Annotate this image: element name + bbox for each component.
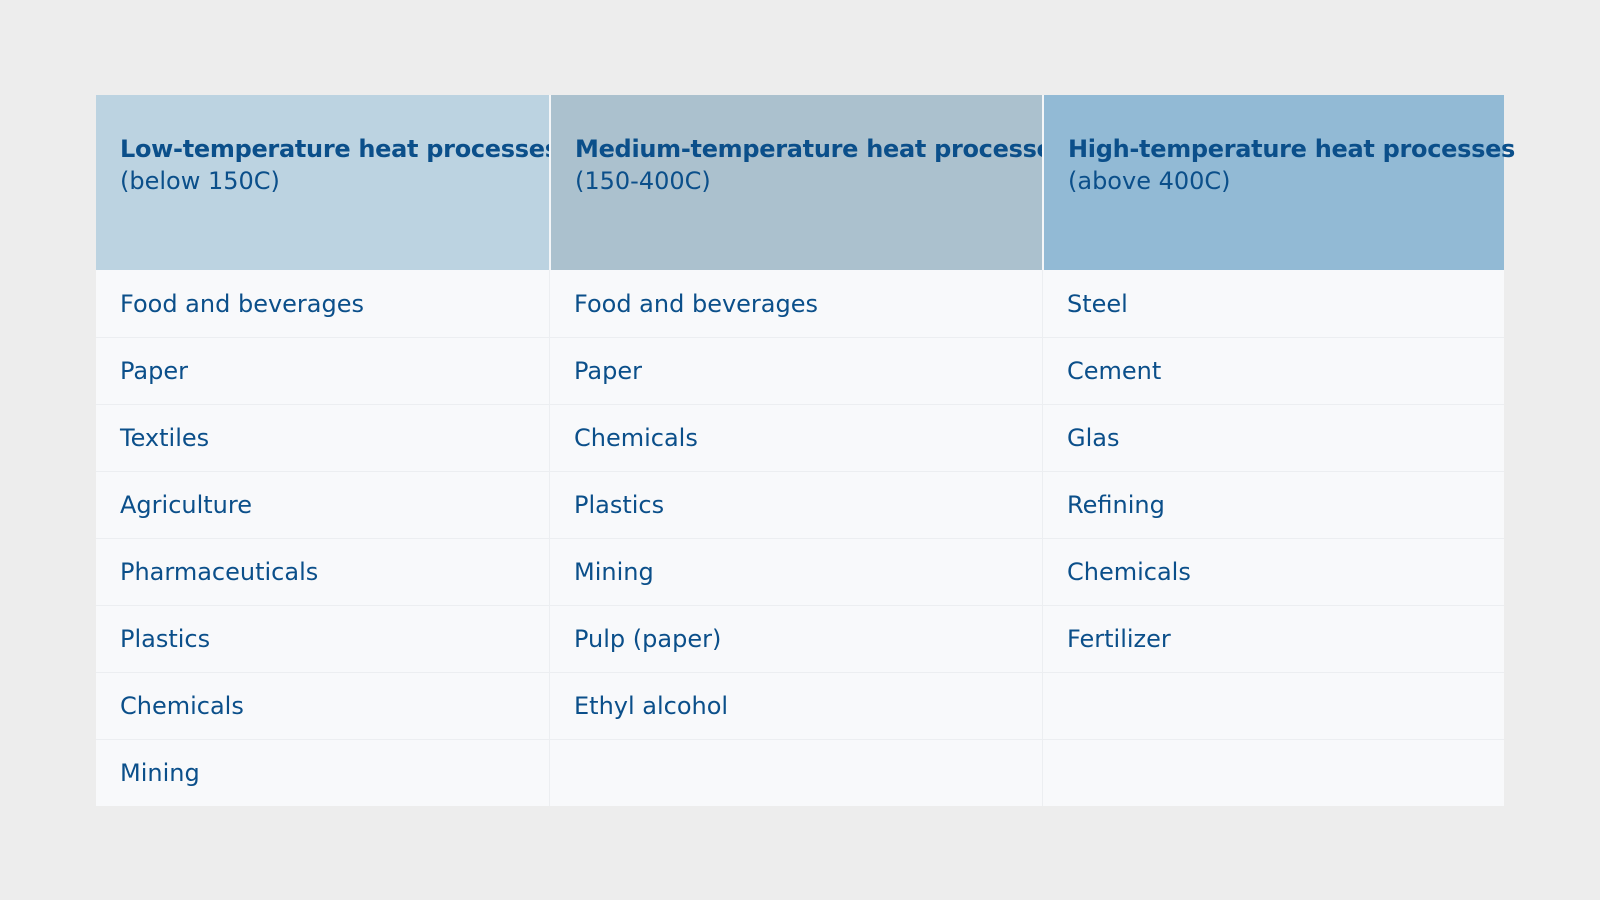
- header-title: High-temperature heat processes: [1068, 135, 1516, 163]
- header-subtitle: (above 400C): [1068, 167, 1231, 195]
- header-subtitle: (150-400C): [575, 167, 711, 195]
- header-subtitle: (below 150C): [120, 167, 280, 195]
- table-cell: Refining: [1042, 472, 1504, 538]
- table-cell: Textiles: [120, 424, 210, 452]
- table-cell: Plastics: [120, 625, 211, 653]
- header-medium-temperature: Medium-temperature heat processes (150-4…: [549, 95, 1067, 270]
- table-cell: Pharmaceuticals: [120, 558, 319, 586]
- header-low-temperature: Low-temperature heat processes (below 15…: [96, 95, 559, 270]
- table-cell: Food and beverages: [549, 270, 1042, 337]
- table-row: Plastics Pulp (paper) Fertilizer: [96, 605, 1504, 672]
- table-cell: Mining: [549, 539, 1042, 605]
- table-cell: Mining: [120, 759, 200, 787]
- table-cell: Chemicals: [549, 405, 1042, 471]
- table-cell: Glas: [1042, 405, 1504, 471]
- table-cell: Pulp (paper): [549, 606, 1042, 672]
- header-title: Low-temperature heat processes: [120, 135, 559, 163]
- table-cell: [1042, 673, 1504, 739]
- table-cell: Paper: [549, 338, 1042, 404]
- table-cell: Plastics: [549, 472, 1042, 538]
- table-row: Pharmaceuticals Mining Chemicals: [96, 538, 1504, 605]
- table-row: Chemicals Ethyl alcohol: [96, 672, 1504, 739]
- table-cell: [549, 740, 1042, 806]
- table-cell: Chemicals: [120, 692, 244, 720]
- table-cell: Steel: [1042, 270, 1504, 337]
- header-title: Medium-temperature heat processes: [575, 135, 1067, 163]
- table-cell: Agriculture: [120, 491, 252, 519]
- table-cell: Paper: [120, 357, 188, 385]
- table-row: Mining: [96, 739, 1504, 806]
- table-header-row: Low-temperature heat processes (below 15…: [96, 95, 1516, 270]
- heat-processes-table: Low-temperature heat processes (below 15…: [96, 95, 1516, 806]
- table-body: Food and beverages Food and beverages St…: [96, 270, 1504, 806]
- table-row: Food and beverages Food and beverages St…: [96, 270, 1504, 337]
- table-row: Agriculture Plastics Refining: [96, 471, 1504, 538]
- table-cell: Fertilizer: [1042, 606, 1504, 672]
- table-cell: Ethyl alcohol: [549, 673, 1042, 739]
- table-row: Paper Paper Cement: [96, 337, 1504, 404]
- table-cell: Chemicals: [1042, 539, 1504, 605]
- table-cell: [1042, 740, 1504, 806]
- header-high-temperature: High-temperature heat processes (above 4…: [1042, 95, 1516, 270]
- table-row: Textiles Chemicals Glas: [96, 404, 1504, 471]
- table-cell: Food and beverages: [120, 289, 365, 318]
- table-cell: Cement: [1042, 338, 1504, 404]
